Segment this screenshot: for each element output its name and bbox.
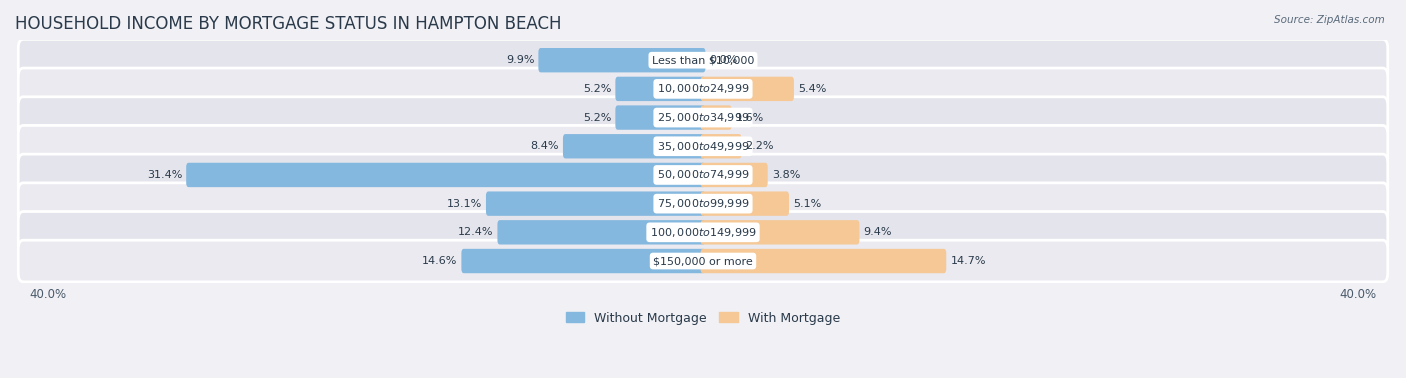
Text: Less than $10,000: Less than $10,000 xyxy=(652,55,754,65)
FancyBboxPatch shape xyxy=(18,183,1388,225)
Text: $50,000 to $74,999: $50,000 to $74,999 xyxy=(657,169,749,181)
Text: 5.2%: 5.2% xyxy=(583,84,612,94)
Text: 8.4%: 8.4% xyxy=(530,141,558,151)
FancyBboxPatch shape xyxy=(18,212,1388,253)
FancyBboxPatch shape xyxy=(700,134,741,158)
FancyBboxPatch shape xyxy=(486,191,706,216)
FancyBboxPatch shape xyxy=(498,220,706,245)
Text: $100,000 to $149,999: $100,000 to $149,999 xyxy=(650,226,756,239)
Text: Source: ZipAtlas.com: Source: ZipAtlas.com xyxy=(1274,15,1385,25)
FancyBboxPatch shape xyxy=(700,77,794,101)
FancyBboxPatch shape xyxy=(18,240,1388,282)
FancyBboxPatch shape xyxy=(700,163,768,187)
FancyBboxPatch shape xyxy=(18,39,1388,81)
Text: HOUSEHOLD INCOME BY MORTGAGE STATUS IN HAMPTON BEACH: HOUSEHOLD INCOME BY MORTGAGE STATUS IN H… xyxy=(15,15,561,33)
Text: 9.4%: 9.4% xyxy=(863,227,891,237)
Text: $25,000 to $34,999: $25,000 to $34,999 xyxy=(657,111,749,124)
Text: 5.1%: 5.1% xyxy=(793,199,821,209)
Text: 0.0%: 0.0% xyxy=(710,55,738,65)
Text: 14.7%: 14.7% xyxy=(950,256,986,266)
FancyBboxPatch shape xyxy=(186,163,706,187)
FancyBboxPatch shape xyxy=(18,125,1388,167)
Text: 31.4%: 31.4% xyxy=(146,170,183,180)
Text: 3.8%: 3.8% xyxy=(772,170,800,180)
Text: $10,000 to $24,999: $10,000 to $24,999 xyxy=(657,82,749,95)
Text: $35,000 to $49,999: $35,000 to $49,999 xyxy=(657,140,749,153)
Text: 5.2%: 5.2% xyxy=(583,113,612,122)
Text: 5.4%: 5.4% xyxy=(799,84,827,94)
FancyBboxPatch shape xyxy=(461,249,706,273)
Text: $150,000 or more: $150,000 or more xyxy=(654,256,752,266)
Text: $75,000 to $99,999: $75,000 to $99,999 xyxy=(657,197,749,210)
FancyBboxPatch shape xyxy=(538,48,706,72)
Text: 2.2%: 2.2% xyxy=(745,141,775,151)
FancyBboxPatch shape xyxy=(18,97,1388,138)
FancyBboxPatch shape xyxy=(562,134,706,158)
Legend: Without Mortgage, With Mortgage: Without Mortgage, With Mortgage xyxy=(561,307,845,330)
Text: 12.4%: 12.4% xyxy=(458,227,494,237)
Text: 14.6%: 14.6% xyxy=(422,256,457,266)
FancyBboxPatch shape xyxy=(700,105,731,130)
Text: 9.9%: 9.9% xyxy=(506,55,534,65)
FancyBboxPatch shape xyxy=(616,77,706,101)
FancyBboxPatch shape xyxy=(18,154,1388,196)
FancyBboxPatch shape xyxy=(616,105,706,130)
Text: 1.6%: 1.6% xyxy=(735,113,763,122)
FancyBboxPatch shape xyxy=(700,191,789,216)
FancyBboxPatch shape xyxy=(700,249,946,273)
FancyBboxPatch shape xyxy=(700,220,859,245)
FancyBboxPatch shape xyxy=(18,68,1388,110)
Text: 13.1%: 13.1% xyxy=(447,199,482,209)
